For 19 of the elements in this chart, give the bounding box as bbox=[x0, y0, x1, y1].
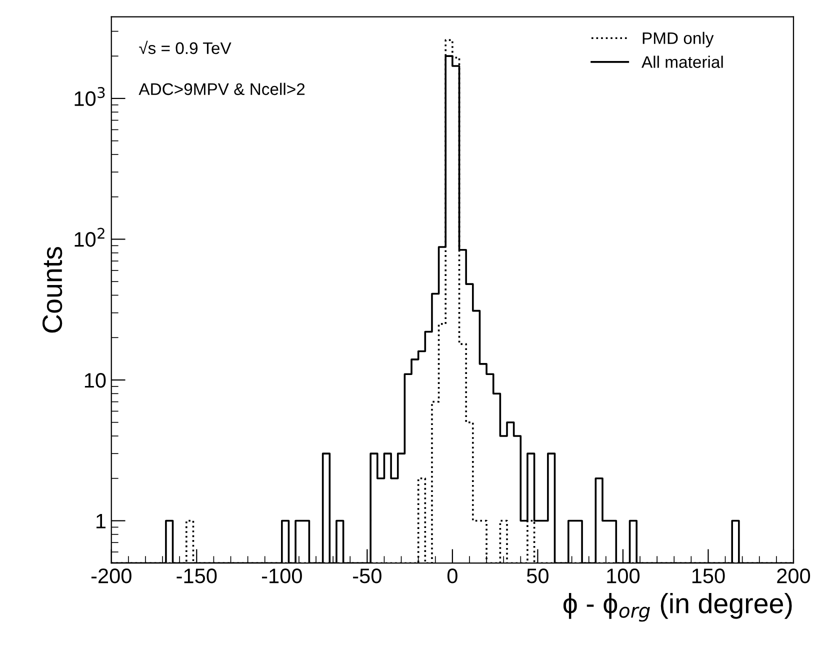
x-tick-label: 0 bbox=[447, 568, 458, 584]
y-tick-label: 1 bbox=[96, 514, 106, 528]
y-axis-title: Counts bbox=[42, 246, 62, 333]
x-tick-label: -100 bbox=[262, 568, 302, 584]
x-tick-label: 200 bbox=[777, 568, 810, 584]
y-tick-label: 10 bbox=[84, 372, 106, 388]
y-tick-label: 10$^{3}$ bbox=[74, 87, 105, 106]
annotation: √s = 0.9 TeV bbox=[139, 40, 232, 54]
x-tick-label: -50 bbox=[353, 568, 382, 584]
x-tick-label: 50 bbox=[526, 568, 548, 584]
legend-label: PMD only bbox=[642, 32, 714, 48]
x-tick-label: 100 bbox=[607, 568, 640, 584]
x-tick-label: -150 bbox=[176, 568, 217, 584]
y-tick-label: 10$^{2}$ bbox=[74, 228, 104, 247]
x-tick-label: 150 bbox=[692, 568, 725, 584]
legend-label: All material bbox=[642, 56, 723, 68]
x-axis-title: ϕ - ϕ$_{org}$ (in degree) bbox=[563, 592, 792, 622]
x-tick-label: -200 bbox=[91, 568, 132, 584]
annotation: ADC>9MPV & Ncell>2 bbox=[138, 82, 305, 96]
